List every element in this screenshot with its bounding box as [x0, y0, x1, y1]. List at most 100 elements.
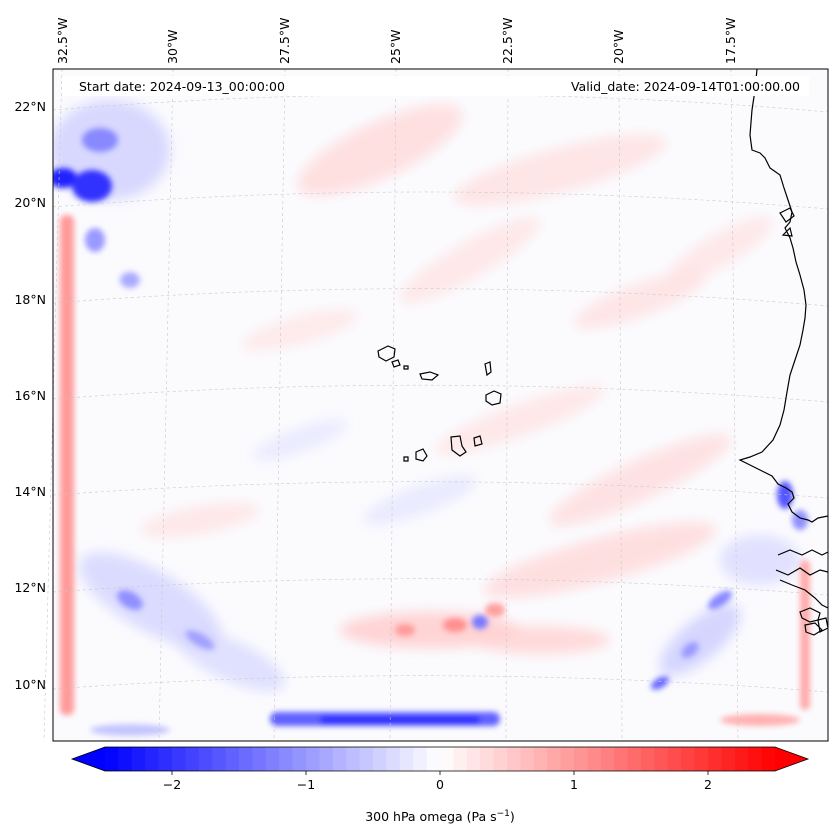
colorbar-segment: [131, 747, 146, 771]
latitude-labels: 22°N 20°N 18°N 16°N 14°N 12°N 10°N: [14, 99, 46, 692]
gridline-14n: [52, 481, 829, 499]
colorbar-tick-label: 0: [436, 777, 444, 792]
colorbar-segment: [453, 747, 468, 771]
island-sao-vicente: [391, 359, 401, 368]
colorbar-segment: [346, 747, 361, 771]
lon-label-20w: 20°W: [611, 29, 626, 64]
coastline: [738, 69, 828, 636]
gridline-25w: [389, 68, 397, 742]
lat-label-22n: 22°N: [14, 99, 46, 114]
coastline-mainland: [738, 69, 828, 523]
lon-label-25w: 25°W: [388, 29, 403, 64]
colorbar-segment: [212, 747, 227, 771]
coastal-detail-1: [779, 207, 795, 223]
gridline-12n: [52, 578, 829, 596]
colorbar-segment: [708, 747, 722, 771]
colorbar-segment: [252, 747, 267, 771]
gridline-16n: [52, 384, 829, 403]
lat-label-14n: 14°N: [14, 484, 46, 499]
colorbar-segment: [225, 747, 240, 771]
lat-label-10n: 10°N: [14, 677, 46, 692]
island-maio: [473, 435, 483, 447]
island-brava: [403, 456, 409, 462]
colorbar-segment: [547, 747, 562, 771]
omega-field: [53, 100, 810, 736]
colorbar-segment: [158, 747, 173, 771]
colorbar-tick-label: 2: [704, 777, 712, 792]
colorbar-segment: [105, 747, 119, 771]
colorbar-segment: [520, 747, 535, 771]
colorbar-tick-label: 1: [570, 777, 578, 792]
colorbar-segment: [748, 747, 763, 771]
colorbar-segment: [574, 747, 588, 771]
start-date-label: Start date: 2024-09-13_00:00:00: [79, 79, 285, 94]
lon-label-22-5w: 22.5°W: [500, 18, 515, 64]
colorbar-high-extend: [775, 747, 808, 771]
lon-label-32-5w: 32.5°W: [55, 18, 70, 64]
colorbar-segment: [654, 747, 669, 771]
valid-date-label: Valid_date: 2024-09-14T01:00:00.00: [571, 79, 800, 94]
colorbar-segment: [332, 747, 347, 771]
colorbar-segment: [721, 747, 736, 771]
gridline-20n: [52, 191, 829, 210]
colorbar-segment: [172, 747, 186, 771]
gridline-20w: [618, 68, 623, 742]
colorbar-segment: [198, 747, 213, 771]
bijagos-island-3: [817, 617, 828, 633]
colorbar-segment: [533, 747, 548, 771]
colorbar-segment: [426, 747, 441, 771]
lat-label-20n: 20°N: [14, 195, 46, 210]
colorbar-label: 300 hPa omega (Pa s−1): [365, 809, 515, 824]
colorbar-segment: [185, 747, 200, 771]
gridline-18n: [52, 288, 829, 307]
header-box: [62, 76, 809, 96]
gridline-22n: [52, 94, 829, 113]
island-santa-luzia: [403, 365, 409, 370]
lon-label-30w: 30°W: [165, 29, 180, 64]
colorbar-segment: [480, 747, 495, 771]
colorbar-segment: [734, 747, 749, 771]
lon-label-17-5w: 17.5°W: [723, 18, 738, 64]
map-frame: [52, 68, 829, 742]
bijagos-island-2: [804, 622, 823, 636]
colorbar-segment: [118, 747, 133, 771]
colorbar-segment: [373, 747, 387, 771]
colorbar-segment: [319, 747, 334, 771]
island-fogo: [415, 448, 428, 462]
lat-label-16n: 16°N: [14, 388, 46, 403]
colorbar-segment: [440, 747, 454, 771]
gridline-30w: [158, 68, 174, 742]
colorbar-label-main: 300 hPa omega (Pa s: [365, 809, 496, 824]
longitude-labels: 32.5°W 30°W 27.5°W 25°W 22.5°W 20°W 17.5…: [55, 18, 738, 64]
colorbar-segment: [145, 747, 160, 771]
cape-verde-islands: [377, 345, 502, 462]
gridline-27-5w: [273, 68, 286, 742]
colorbar-segment: [694, 747, 709, 771]
island-boa-vista: [485, 390, 502, 406]
lat-label-18n: 18°N: [14, 292, 46, 307]
colorbar-tick-label: −2: [163, 777, 181, 792]
colorbar-segment: [560, 747, 575, 771]
island-santiago: [450, 435, 467, 457]
colorbar-label-close: ): [510, 809, 515, 824]
colorbar-segment: [681, 747, 696, 771]
colorbar-segment: [359, 747, 374, 771]
island-sal: [484, 361, 492, 377]
colorbar-segment: [507, 747, 521, 771]
colorbar-segment: [386, 747, 401, 771]
colorbar-segment: [587, 747, 602, 771]
colorbar-outline: [70, 746, 810, 772]
colorbar-ticks: −2 −1 0 1 2: [163, 771, 712, 792]
colorbar-segment: [292, 747, 307, 771]
colorbar-segment: [466, 747, 481, 771]
colorbar-segment: [493, 747, 508, 771]
coastal-detail-2: [781, 226, 793, 237]
map-panel: Start date: 2024-09-13_00:00:00 Valid_da…: [43, 68, 829, 742]
colorbar-segment: [761, 747, 776, 771]
island-sao-nicolau: [419, 371, 440, 381]
colorbar-segment: [600, 747, 615, 771]
colorbar-segments: [105, 747, 776, 771]
gridline-17-5w: [730, 68, 739, 742]
colorbar-segment: [667, 747, 682, 771]
